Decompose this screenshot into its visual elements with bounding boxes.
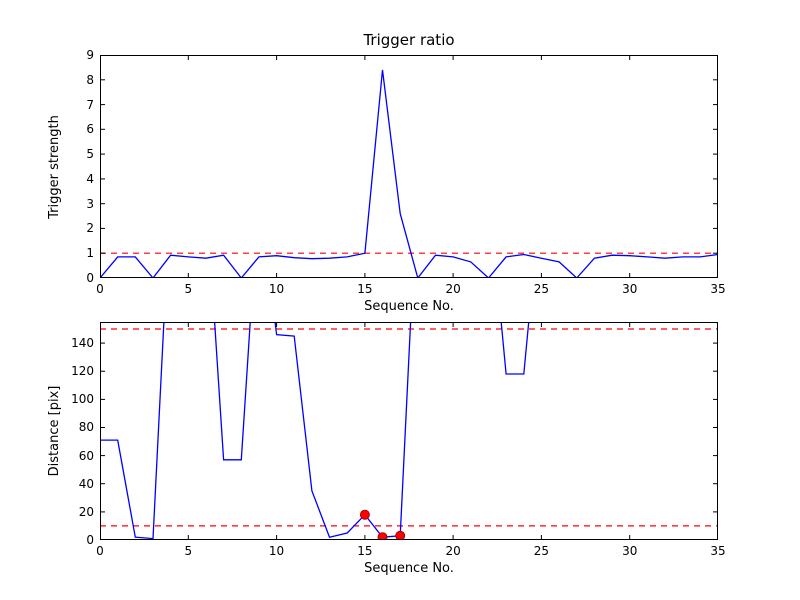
data-line: [100, 322, 530, 540]
y-tick-label: 80: [78, 420, 94, 435]
x-tick-label: 30: [622, 544, 638, 558]
y-tick-label: 140: [71, 336, 94, 351]
bottom-plot-x-axis-label: Sequence No.: [364, 561, 454, 576]
x-tick-label: 25: [533, 544, 550, 558]
y-tick-label: 120: [71, 364, 94, 379]
top-plot-x-axis-label: Sequence No.: [364, 299, 454, 314]
y-tick-label: 0: [86, 533, 94, 547]
y-tick-label: 4: [86, 171, 94, 186]
x-tick-label: 20: [445, 282, 461, 296]
x-tick-label: 25: [533, 282, 550, 296]
top-plot-title: Trigger ratio: [363, 31, 455, 49]
data-line: [100, 69, 718, 278]
x-tick-label: 5: [184, 544, 193, 558]
y-tick-label: 1: [86, 246, 94, 261]
x-tick-label: 35: [710, 282, 726, 296]
top-plot-y-axis-label: Trigger strength: [47, 114, 62, 219]
y-tick-label: 40: [78, 476, 94, 491]
axes-frame: [100, 322, 718, 540]
y-tick-label: 2: [86, 221, 94, 236]
x-tick-label: 0: [96, 282, 104, 296]
x-tick-label: 0: [96, 544, 104, 558]
y-tick-label: 0: [86, 271, 94, 285]
event-marker: [359, 509, 370, 520]
y-tick-label: 60: [78, 448, 94, 463]
x-tick-label: 15: [357, 282, 373, 296]
x-tick-label: 15: [357, 544, 373, 558]
y-tick-label: 6: [86, 122, 94, 137]
axes-frame: [100, 55, 718, 278]
x-tick-label: 30: [622, 282, 638, 296]
x-tick-label: 5: [184, 282, 193, 296]
y-tick-label: 8: [86, 72, 94, 87]
event-marker: [395, 530, 406, 540]
y-tick-label: 9: [86, 48, 94, 62]
top-plot-canvas: [100, 55, 718, 278]
y-tick-label: 5: [86, 147, 94, 162]
x-tick-label: 10: [268, 282, 285, 296]
y-tick-label: 3: [86, 196, 94, 211]
x-tick-label: 20: [445, 544, 461, 558]
y-tick-label: 7: [86, 97, 94, 112]
x-tick-label: 10: [268, 544, 285, 558]
y-tick-label: 100: [71, 392, 94, 407]
bottom-plot-canvas: [100, 322, 718, 540]
x-tick-label: 35: [710, 544, 726, 558]
event-marker: [377, 532, 388, 540]
y-tick-label: 20: [78, 504, 94, 519]
